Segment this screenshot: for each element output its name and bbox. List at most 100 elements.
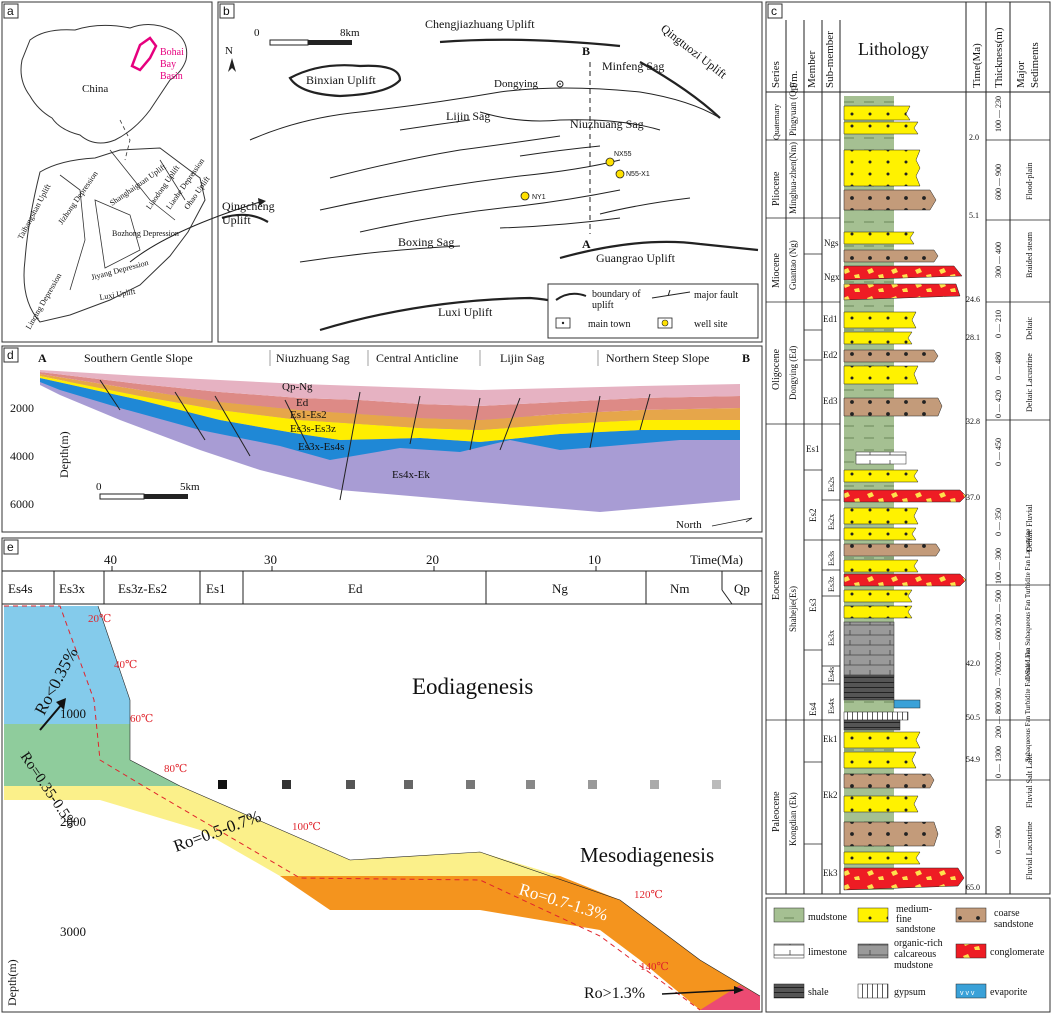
well-n55x1 xyxy=(615,169,625,179)
stage-eodiagenesis: Eodiagenesis xyxy=(412,674,533,699)
mem-es1: Es1 xyxy=(806,444,820,454)
series-oligocene: Oligocene xyxy=(771,348,782,390)
hdr-submember: Sub-member xyxy=(824,31,836,88)
zone-blue xyxy=(4,606,130,724)
temp-80: 80℃ xyxy=(164,763,187,775)
mem-ed3: Ed3 xyxy=(823,396,838,406)
scale-8km: 8km xyxy=(340,27,360,39)
thk-13: 200 — 800 xyxy=(994,702,1003,738)
hdr-major-2: Sediments xyxy=(1029,42,1041,88)
fm-kongdian: Kongdian (Ek) xyxy=(788,792,798,846)
hdr-thickness: Thickness(m) xyxy=(993,27,1005,88)
panel-c: c Series Fm. Member Sub-member Lithology… xyxy=(765,1,1051,895)
e-time-10: 10 xyxy=(588,552,601,567)
series-pliocene: Pliocene xyxy=(771,171,782,206)
zone-niuzhuang: Niuzhuang Sag xyxy=(276,351,350,365)
stage-ng: Ng xyxy=(552,581,568,596)
d-scale-0: 0 xyxy=(96,481,102,493)
panel-b: b 0 8km N B A Chengji xyxy=(129,1,763,343)
layer-es1-es2 xyxy=(40,374,740,430)
layer-label-ed: Ed xyxy=(296,397,309,409)
time-65-0: 65.0 xyxy=(966,883,980,892)
place-guangrao: Guangrao Uplift xyxy=(596,251,676,265)
sed-subaqueous: Subaqueous Fan Turbidite Fan Salt Lake xyxy=(1024,648,1032,762)
time-2-0: 2.0 xyxy=(969,133,979,142)
place-boxing: Boxing Sag xyxy=(398,235,454,249)
temp-140: 140℃ xyxy=(640,961,669,973)
unit-bozhong: Bozhong Depression xyxy=(112,229,179,238)
time-50-5: 50.5 xyxy=(966,713,980,722)
temp-20: 20℃ xyxy=(88,613,111,625)
zone-pink xyxy=(700,985,760,1010)
panel-e-label: e xyxy=(7,540,14,554)
legend-boundary-2: uplift xyxy=(592,300,614,311)
mem-ed1: Ed1 xyxy=(823,314,838,324)
layer-label-es3s-es3z: Es3s-Es3z xyxy=(290,423,336,435)
place-binxian: Binxian Uplift xyxy=(306,73,376,87)
sed-deltaic-fan: Deltaic Fan Subaqueous Fan Turbidite Fan… xyxy=(1024,529,1032,680)
thk-10: 200 — 500 xyxy=(994,590,1003,626)
panel-d-label: d xyxy=(7,348,14,362)
fm-pingyuan: Pingyuan (Qp) xyxy=(788,83,798,136)
fm-minghuazhen: Minghua-zhen(Nm) xyxy=(788,142,798,214)
d-depth-6000: 6000 xyxy=(10,497,34,511)
mem-ek2: Ek2 xyxy=(823,790,838,800)
layer-es3x-es4s xyxy=(40,378,740,460)
sed-deltaic: Deltaic xyxy=(1025,316,1034,340)
diagenesis-boundary-markers xyxy=(218,780,721,789)
panel-e: e 40 30 20 10 Time(Ma) Es4s Es3x Es3z-Es… xyxy=(1,537,763,1013)
thk-5: 0 — 480 xyxy=(994,352,1003,380)
legend-medium-fine-1: medium- xyxy=(896,904,932,915)
d-scale-5km: 5km xyxy=(180,481,200,493)
ro-gt-13: Ro>1.3% xyxy=(584,985,645,1002)
bohai-bay-outline xyxy=(130,36,158,72)
evaporite-icon: v v v xyxy=(960,990,975,997)
place-lijin: Lijin Sag xyxy=(446,109,490,123)
temp-40: 40℃ xyxy=(114,659,137,671)
panel-b-label: b xyxy=(223,4,230,18)
thk-6: 0 — 420 xyxy=(994,390,1003,418)
series-miocene: Miocene xyxy=(771,252,782,288)
mem-ngx: Ngx xyxy=(824,272,840,282)
e-time-40: 40 xyxy=(104,552,117,567)
stage-qp: Qp xyxy=(734,581,750,596)
legend-org-1: organic-rich xyxy=(894,938,943,949)
stage-es3z-es2: Es3z-Es2 xyxy=(118,581,167,596)
time-24-6: 24.6 xyxy=(966,295,980,304)
sub-es3z: Es3z xyxy=(827,576,836,592)
temp-120: 120℃ xyxy=(634,889,663,901)
d-axis-title: Depth(m) xyxy=(57,431,71,478)
place-minfeng: Minfeng Sag xyxy=(602,59,664,73)
sed-floodplain: Flood-plain xyxy=(1025,163,1034,200)
sub-es3x: Es3x xyxy=(827,630,836,646)
zone-lijin: Lijin Sag xyxy=(500,351,544,365)
e-time-20: 20 xyxy=(426,552,439,567)
e-time-30: 30 xyxy=(264,552,277,567)
well-ny1-label: NY1 xyxy=(532,194,546,201)
d-end-b: B xyxy=(742,351,750,365)
legend-medium-fine-2: fine xyxy=(896,914,912,925)
thk-14: 0 — 1300 xyxy=(994,746,1003,778)
legend-mudstone: mudstone xyxy=(808,912,847,923)
legend-boundary-1: boundary of xyxy=(592,289,641,300)
sed-deltaic-fluvial: Deltaic Fluvial xyxy=(1025,503,1034,552)
hdr-fm: Fm. xyxy=(788,70,800,88)
bohai-label-3: Basin xyxy=(160,71,183,82)
china-outline xyxy=(20,24,188,144)
legend-limestone: limestone xyxy=(808,947,847,958)
zone-orange xyxy=(280,876,760,1010)
e-depth-2000: 2000 xyxy=(60,814,86,829)
place-luxi: Luxi Uplift xyxy=(438,305,493,319)
layer-label-es1-es2: Es1-Es2 xyxy=(290,409,327,421)
layer-es3s-es3z xyxy=(40,376,740,442)
place-niuzhuang: Niuzhuang Sag xyxy=(570,117,644,131)
section-b-label: B xyxy=(582,44,590,58)
sub-es4s: Es4s xyxy=(827,667,836,682)
north-label: N xyxy=(225,45,233,57)
mem-ek3: Ek3 xyxy=(823,868,838,878)
zone-yellow xyxy=(4,786,560,876)
stage-mesodiagenesis: Mesodiagenesis xyxy=(580,843,714,867)
fm-shahejie: Shahejie(Es) xyxy=(788,586,798,632)
sub-es4x: Es4x xyxy=(827,698,836,714)
layer-label-es3x-es4s: Es3x-Es4s xyxy=(298,441,344,453)
